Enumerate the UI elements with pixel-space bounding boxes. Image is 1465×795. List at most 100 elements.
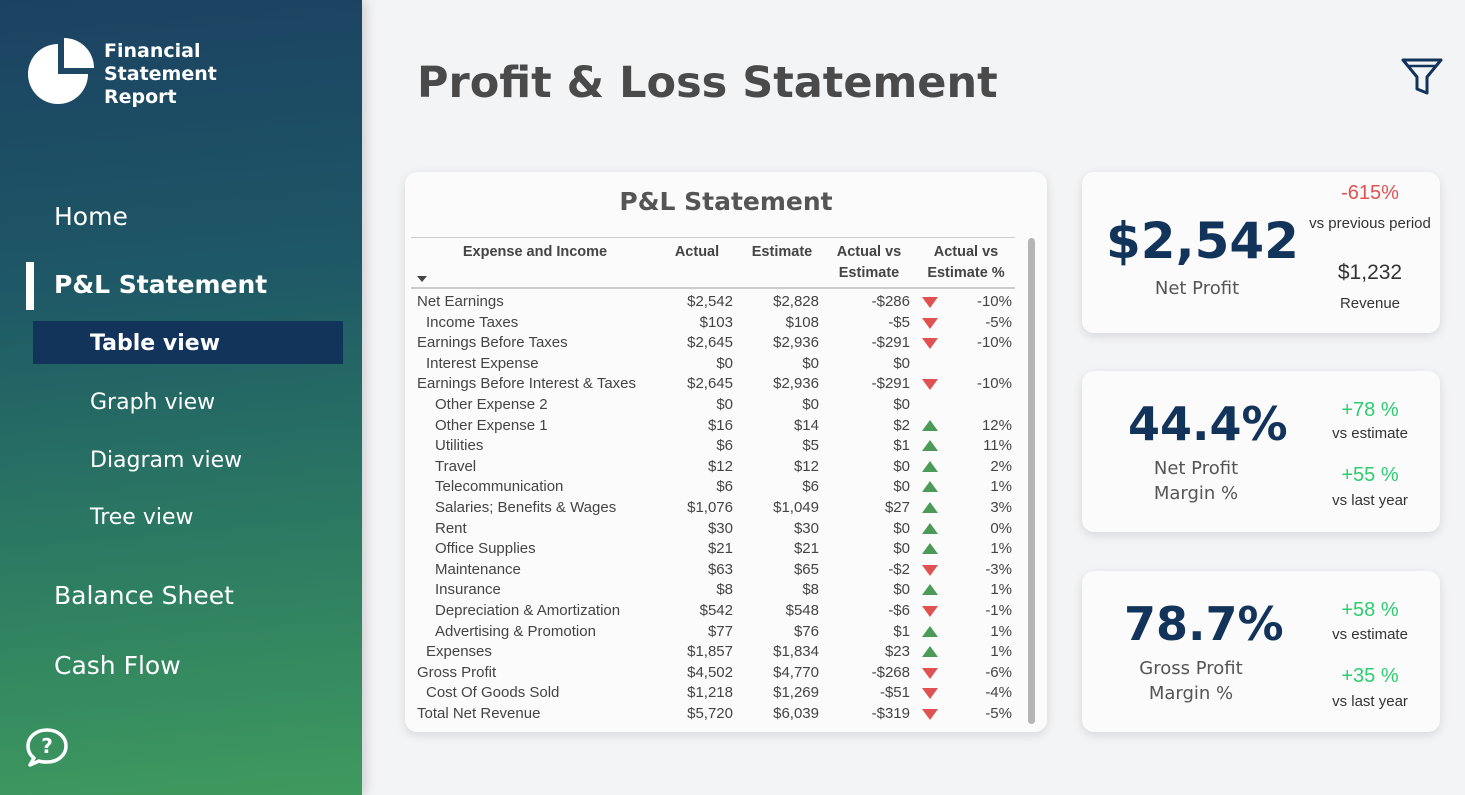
cell-actual: $1,076 [687,498,733,516]
cell-variance: -$6 [888,601,910,619]
net-profit-value: $2,542 [1106,212,1299,270]
triangle-down-icon [922,688,938,700]
gross-margin-delta-estimate: +58 % [1341,599,1399,621]
table-row[interactable]: Insurance $8 $8 $0 1% [411,580,1015,601]
col-header-actual[interactable]: Actual [674,244,720,260]
sort-arrow-icon[interactable] [417,276,427,282]
table-row[interactable]: Other Expense 2 $0 $0 $0 [411,395,1015,416]
cell-variance-pct: -10% [976,334,1012,352]
row-label: Interest Expense [426,354,539,372]
filter-icon[interactable] [1400,56,1444,98]
cell-estimate: $5 [802,437,819,455]
nav-home[interactable]: Home [54,202,128,231]
row-label: Maintenance [435,560,521,578]
col-header-variance[interactable]: Actual vs Estimate [829,242,909,284]
cell-actual: $4,502 [687,663,733,681]
net-profit-delta: -615% [1341,182,1399,204]
table-row[interactable]: Expenses $1,857 $1,834 $23 1% [411,642,1015,663]
active-indicator [26,262,34,310]
table-row[interactable]: Other Expense 1 $16 $14 $2 12% [411,416,1015,437]
triangle-up-icon [922,543,938,555]
triangle-up-icon [922,543,938,555]
cell-variance-pct: -10% [976,293,1012,310]
table-row[interactable]: Earnings Before Taxes $2,645 $2,936 -$291 -1… [411,333,1015,354]
cell-variance: -$268 [871,663,910,681]
cell-actual: $12 [707,457,733,475]
nav-pl-statement[interactable]: P&L Statement [54,270,268,299]
table-row[interactable]: Depreciation & Amortization $542 $548 -$6 -1… [411,601,1015,622]
cell-variance-pct: 1% [990,622,1012,640]
svg-text:?: ? [41,734,53,758]
cell-estimate: $30 [793,519,819,537]
table-row[interactable]: Net Earnings $2,542 $2,828 -$286 -10% [411,292,1015,313]
col-header-name[interactable]: Expense and Income [462,244,608,260]
cell-variance-pct: 1% [990,643,1012,661]
net-margin-delta-estimate: +78 % [1341,399,1399,421]
sidebar: Financial Statement Report Home P&L Stat… [0,0,362,795]
table-scrollbar[interactable] [1028,238,1035,724]
help-bubble-icon[interactable]: ? [25,727,69,767]
table-row[interactable]: Total Net Revenue $5,720 $6,039 -$319 -5% [411,704,1015,725]
cell-estimate: $548 [785,601,819,619]
cell-variance-pct: 3% [990,498,1012,516]
table-row[interactable]: Rent $30 $30 $0 0% [411,519,1015,540]
table-row[interactable]: Salaries; Benefits & Wages $1,076 $1,049 $2… [411,498,1015,519]
triangle-down-icon [922,564,938,576]
nav-diagram-view[interactable]: Diagram view [90,448,243,473]
table-row[interactable]: Cost Of Goods Sold $1,218 $1,269 -$51 -4% [411,683,1015,704]
table-row[interactable]: Income Taxes $103 $108 -$5 -5% [411,313,1015,334]
cell-estimate: $0 [802,354,819,372]
cell-variance-pct: -5% [985,313,1012,331]
cell-actual: $30 [707,519,733,537]
triangle-up-icon [922,646,938,658]
brand-title: Financial Statement Report [104,40,217,109]
col-header-estimate[interactable]: Estimate [751,244,813,260]
table-row[interactable]: Advertising & Promotion $77 $76 $1 1% [411,622,1015,643]
triangle-up-icon [922,481,938,493]
row-label: Earnings Before Taxes [417,334,568,352]
cell-variance: $0 [893,457,910,475]
nav-cash-flow[interactable]: Cash Flow [54,651,181,680]
cell-variance: $1 [893,437,910,455]
nav-graph-view[interactable]: Graph view [90,390,216,415]
triangle-up-icon [922,440,938,452]
cell-variance-pct: -6% [985,663,1012,681]
triangle-up-icon [922,625,938,637]
revenue-label: Revenue [1339,295,1401,312]
active-subnav-highlight [33,321,343,364]
nav-balance-sheet[interactable]: Balance Sheet [54,581,234,610]
brand-line: Report [104,86,177,108]
table-row[interactable]: Telecommunication $6 $6 $0 1% [411,477,1015,498]
triangle-down-icon [922,708,938,720]
cell-actual: $1,857 [687,643,733,661]
table-row[interactable]: Maintenance $63 $65 -$2 -3% [411,560,1015,581]
table-row[interactable]: Travel $12 $12 $0 2% [411,457,1015,478]
cell-estimate: $21 [793,540,819,558]
gross-margin-label: Gross Profit Margin % [1116,656,1266,706]
table-row[interactable]: Interest Expense $0 $0 $0 [411,354,1015,375]
triangle-up-icon [922,501,938,514]
cell-actual: $0 [716,354,733,372]
triangle-up-icon [922,481,938,493]
table-row[interactable]: Earnings Before Interest & Taxes $2,645 $2… [411,374,1015,395]
triangle-up-icon [922,584,938,596]
table-row[interactable]: Utilities $6 $5 $1 11% [411,436,1015,457]
col-header-variance-pct[interactable]: Actual vs Estimate % [921,242,1011,284]
triangle-up-icon [922,440,938,452]
net-margin-delta-estimate-label: vs estimate [1332,425,1408,442]
nav-table-view[interactable]: Table view [90,331,221,356]
cell-variance: -$291 [871,375,910,393]
cell-variance-pct: -5% [985,704,1012,722]
cell-variance: -$51 [879,684,910,702]
cell-variance: $0 [893,395,910,413]
cell-variance: -$291 [871,334,910,352]
table-row[interactable]: Gross Profit $4,502 $4,770 -$268 -6% [411,663,1015,684]
triangle-down-icon [922,605,938,617]
table-row[interactable]: Office Supplies $21 $21 $0 1% [411,539,1015,560]
cell-variance-pct: -10% [976,375,1012,393]
cell-variance: $0 [893,540,910,558]
cell-actual: $2,542 [687,293,733,310]
brand-line: Statement [104,63,217,85]
nav-tree-view[interactable]: Tree view [90,505,194,530]
row-label: Telecommunication [435,478,564,496]
